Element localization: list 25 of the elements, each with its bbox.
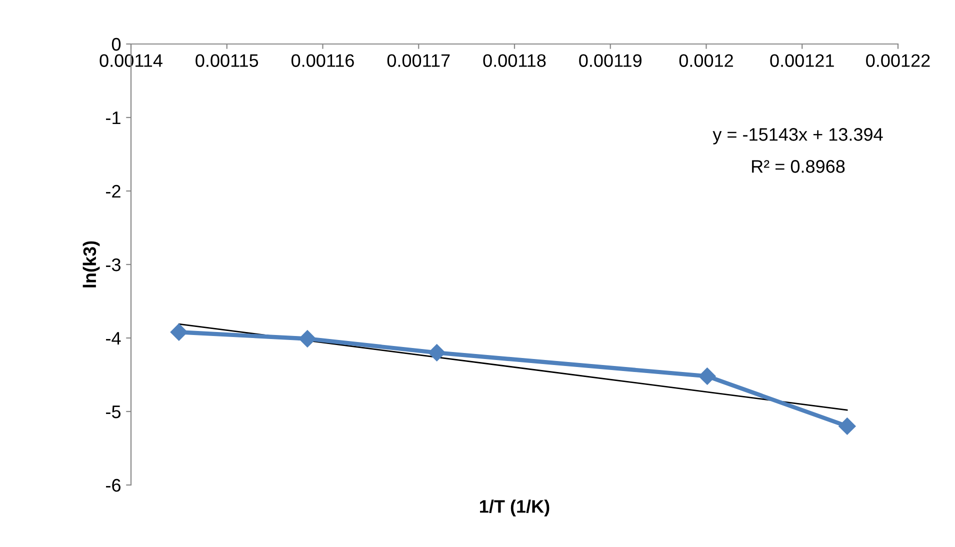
x-tick-label: 0.00114 bbox=[100, 54, 162, 67]
point bbox=[838, 418, 856, 435]
x-tick-label: 0.00116 bbox=[291, 54, 354, 67]
annotation: y = -15143x + 13.394 bbox=[712, 128, 883, 144]
x-tick-label: 0.00122 bbox=[866, 54, 930, 67]
x-tick-label: 0.00117 bbox=[387, 54, 450, 67]
point bbox=[170, 324, 188, 341]
point bbox=[298, 330, 316, 348]
y-axis-title: ln(k3) bbox=[82, 241, 100, 288]
y-tick-label: -2 bbox=[106, 184, 120, 198]
y-tick-label: 0 bbox=[112, 38, 121, 51]
y-tick-label: -1 bbox=[106, 112, 120, 124]
y-tick-label: -5 bbox=[106, 406, 121, 418]
x-tick-label: 0.00118 bbox=[483, 54, 546, 67]
y-tick-label: -3 bbox=[106, 258, 120, 272]
annotation: R² = 0.8968 bbox=[752, 160, 845, 173]
x-tick-label: 0.0012 bbox=[679, 54, 733, 67]
x-tick-label: 0.00119 bbox=[579, 54, 642, 67]
point bbox=[698, 368, 716, 385]
x-tick-label: 0.00115 bbox=[196, 54, 258, 67]
x-tick-label: 0.00121 bbox=[770, 54, 834, 67]
x-axis-title: 1/T (1/K) bbox=[480, 500, 550, 516]
y-tick-label: -4 bbox=[106, 332, 121, 345]
point bbox=[428, 344, 446, 362]
y-tick-label: -6 bbox=[106, 478, 120, 492]
